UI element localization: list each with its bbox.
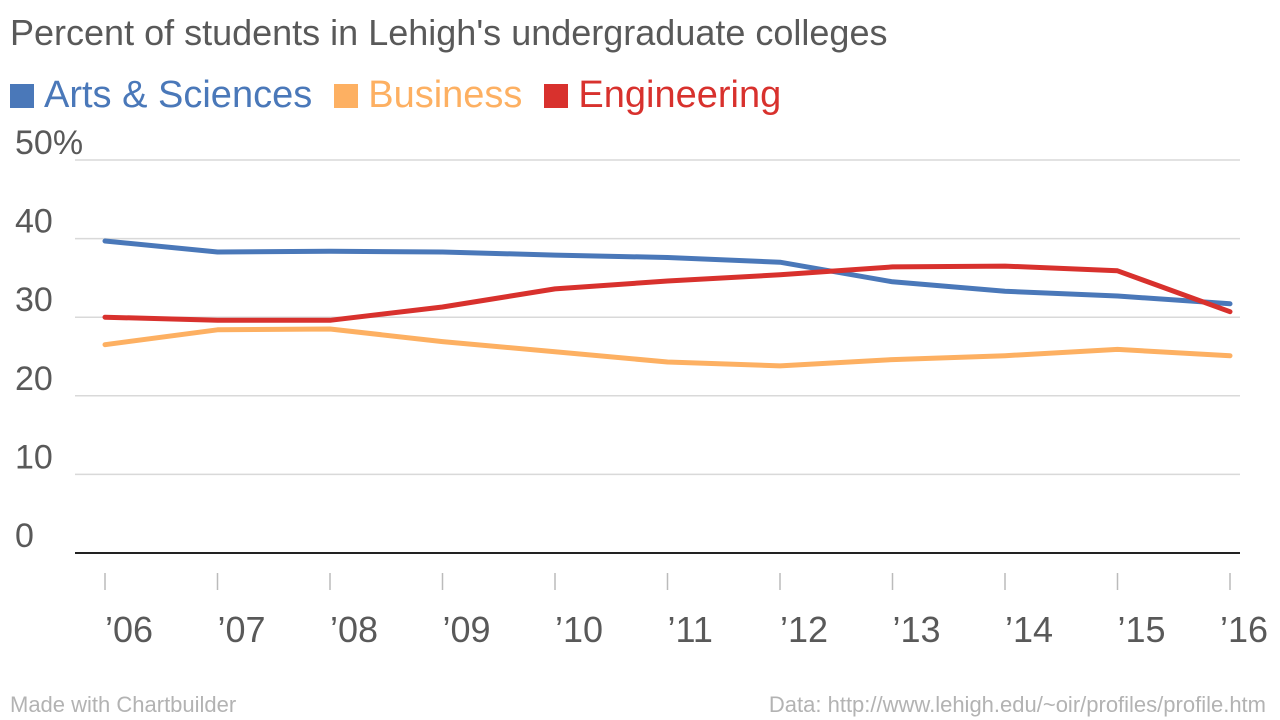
series-line-arts-sciences — [102, 238, 1233, 307]
series-line-business — [102, 326, 1233, 369]
x-tick-label: ’09 — [443, 609, 491, 650]
legend-swatch-business — [334, 83, 359, 108]
y-axis-ticks: 0 10 20 30 40 50% — [15, 124, 83, 555]
chart-title: Percent of students in Lehigh's undergra… — [10, 12, 888, 53]
made-with-credit: Made with Chartbuilder — [10, 692, 237, 717]
x-tick-label: ’14 — [1005, 609, 1053, 650]
legend-label-business: Business — [368, 74, 523, 116]
gridlines — [75, 159, 1240, 554]
series-lines — [102, 238, 1233, 369]
legend-item-business: Business — [334, 74, 522, 117]
x-tick-label: ’10 — [555, 609, 603, 650]
x-tick-label: ’15 — [1118, 609, 1166, 650]
legend-item-engineering: Engineering — [544, 74, 781, 117]
legend-swatch-engineering — [544, 83, 569, 108]
x-tick-label: ’13 — [893, 609, 941, 650]
y-tick-label: 10 — [15, 438, 53, 476]
legend-swatch-arts-sciences — [10, 83, 34, 108]
y-tick-label: 0 — [15, 517, 34, 555]
x-axis: ’06 ’07 ’08 ’09 ’10 ’11 ’12 ’13 ’14 ’15 ’16 — [104, 573, 1268, 650]
x-tick-label: ’11 — [668, 609, 713, 650]
y-tick-label: 20 — [15, 360, 53, 398]
x-tick-label: ’08 — [330, 609, 378, 650]
legend: Arts & Sciences Business Engineering — [10, 74, 803, 117]
x-tick-label: ’16 — [1220, 609, 1268, 650]
series-line-engineering — [102, 263, 1233, 323]
legend-label-engineering: Engineering — [578, 74, 782, 116]
y-tick-label: 50% — [15, 124, 83, 162]
y-tick-label: 30 — [15, 281, 53, 319]
legend-item-arts-sciences: Arts & Sciences — [10, 74, 312, 117]
x-tick-label: ’06 — [105, 609, 153, 650]
x-tick-label: ’12 — [780, 609, 828, 650]
legend-label-arts-sciences: Arts & Sciences — [44, 74, 313, 116]
data-source: Data: http://www.lehigh.edu/~oir/profile… — [768, 692, 1266, 717]
x-tick-label: ’07 — [218, 609, 266, 650]
y-tick-label: 40 — [15, 203, 53, 241]
